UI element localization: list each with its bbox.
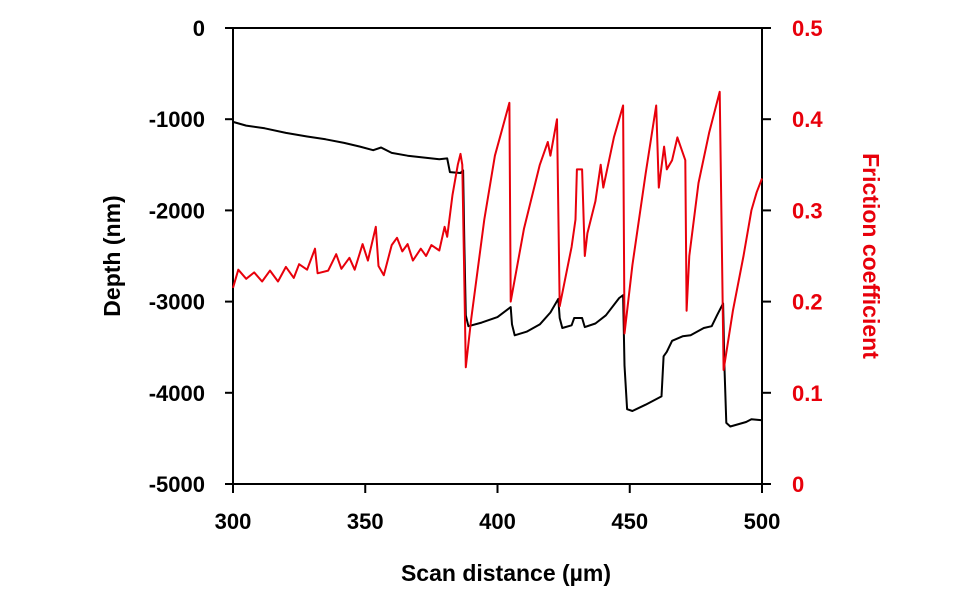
depth-line — [232, 120, 763, 428]
x-axis-title: Scan distance (µm) — [401, 560, 611, 586]
right-tick-label: 0.3 — [792, 198, 823, 223]
right-tick-label: 0.5 — [792, 16, 823, 41]
x-tick-label: 500 — [744, 509, 781, 534]
y-axis-title: Depth (nm) — [99, 195, 125, 316]
left-tick-label: -5000 — [149, 472, 205, 497]
right-tick-label: 0.2 — [792, 290, 823, 315]
left-ticks: 0 -1000 -2000 -3000 -4000 -5000 — [149, 16, 233, 497]
right-tick-label: 0 — [792, 472, 804, 497]
left-tick-label: 0 — [193, 16, 205, 41]
right-tick-label: 0.1 — [792, 381, 823, 406]
x-tick-label: 300 — [215, 509, 252, 534]
y2-axis-title: Friction coefficient — [858, 153, 884, 359]
left-tick-label: -1000 — [149, 107, 205, 132]
x-ticks: 300 350 400 450 500 — [215, 484, 781, 534]
left-tick-label: -4000 — [149, 381, 205, 406]
right-ticks: 0.5 0.4 0.3 0.2 0.1 0 — [762, 16, 823, 497]
x-tick-label: 450 — [611, 509, 648, 534]
left-tick-label: -3000 — [149, 290, 205, 315]
friction-line — [232, 90, 763, 371]
right-tick-label: 0.4 — [792, 107, 823, 132]
x-tick-label: 400 — [479, 509, 516, 534]
x-tick-label: 350 — [347, 509, 384, 534]
left-tick-label: -2000 — [149, 198, 205, 223]
